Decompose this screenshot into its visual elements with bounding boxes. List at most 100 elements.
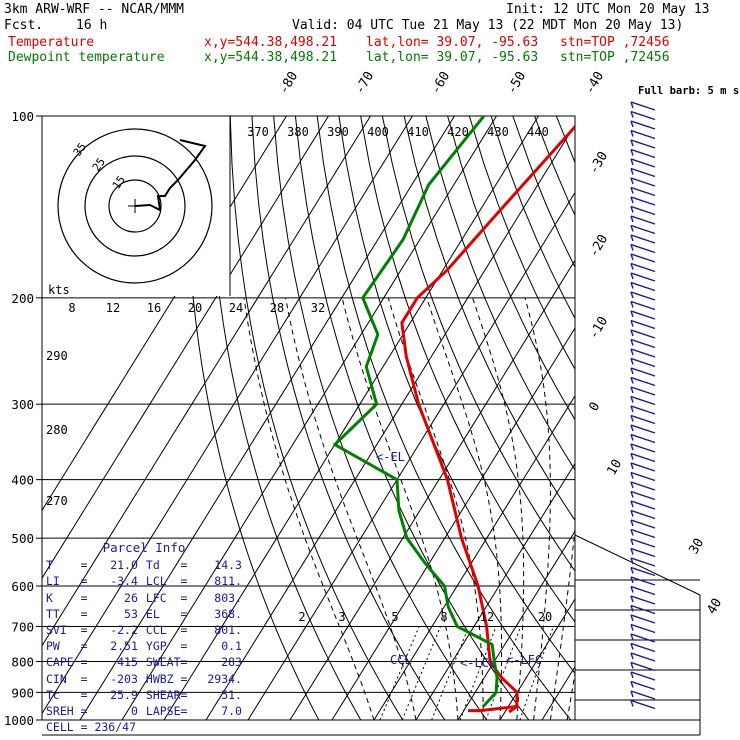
wind-barb xyxy=(630,642,656,653)
theta-label: 380 xyxy=(287,125,309,139)
wind-barb-flag xyxy=(630,510,634,517)
pressure-label: 800 xyxy=(11,654,34,669)
wind-barb-flag xyxy=(630,624,634,631)
parcel-label: T = xyxy=(46,558,88,573)
wind-barb-flag xyxy=(630,396,634,403)
wind-barb xyxy=(630,604,656,615)
mixing-ratio-label: 3 xyxy=(338,610,345,624)
wind-barb-flag xyxy=(630,158,634,166)
parcel-value: -3.4 xyxy=(110,574,138,589)
wind-barb-flag xyxy=(630,415,634,422)
isotherm xyxy=(415,462,575,721)
wind-barb-flag xyxy=(630,643,634,650)
wind-barb-flag xyxy=(630,177,634,185)
moist-adiabat xyxy=(472,297,525,721)
wind-barb-flag xyxy=(630,320,634,327)
wind-barb xyxy=(630,538,656,548)
isotherm xyxy=(289,259,575,721)
wind-barb-flag xyxy=(630,348,634,356)
wind-barb-flag xyxy=(630,310,634,318)
isotherm xyxy=(42,116,371,647)
wind-barb xyxy=(630,557,656,567)
moist-adiabat xyxy=(566,670,575,721)
wind-barbs xyxy=(630,101,656,710)
wind-barb-flag xyxy=(630,301,634,308)
parcel-level-label: CCL xyxy=(390,653,412,667)
hodograph-trace xyxy=(134,139,207,212)
parcel-label: LCL = xyxy=(145,574,188,589)
parcel-info-title: Parcel Info xyxy=(102,540,186,555)
wind-barb xyxy=(630,471,656,482)
wind-barb xyxy=(630,186,656,197)
wind-barb xyxy=(630,405,656,415)
pressure-label: 900 xyxy=(11,685,34,700)
parcel-row: T = 21.0 Td = 14.3 xyxy=(46,557,242,573)
wind-barb xyxy=(630,253,656,263)
wind-barb-flag xyxy=(630,614,634,622)
wind-barb xyxy=(630,139,656,149)
wind-barb-flag xyxy=(630,453,634,460)
wind-barb xyxy=(630,120,656,130)
dry-adiabat xyxy=(207,116,362,721)
xy-green: x,y=544.38,498.21 xyxy=(204,50,338,65)
wind-barb-flag xyxy=(630,434,634,441)
parcel-value: 25.9 xyxy=(110,687,138,702)
wind-barb-flag xyxy=(630,263,634,270)
pressure-label: 700 xyxy=(11,619,34,634)
wind-barb xyxy=(630,310,656,320)
parcel-label: SREH = xyxy=(46,704,88,719)
wind-barb xyxy=(630,158,656,168)
isotherm-label: -60 xyxy=(428,69,453,97)
mixing-ratio-label: 2 xyxy=(298,610,305,624)
theta-label: 370 xyxy=(247,125,269,139)
wind-barb xyxy=(630,614,656,624)
wind-barb xyxy=(630,129,656,140)
wind-barb xyxy=(630,452,656,463)
init-time: Init: 12 UTC Mon 20 May 13 xyxy=(506,2,710,17)
wind-barb-flag xyxy=(630,443,634,451)
wind-barb xyxy=(630,652,656,662)
wind-barb-flag xyxy=(630,576,634,584)
hodograph-ring xyxy=(108,179,162,233)
wind-barb-flag xyxy=(630,187,634,194)
wind-barb-flag xyxy=(630,215,634,223)
dry-adiabat xyxy=(381,116,575,572)
wind-barb-flag xyxy=(630,149,634,156)
wind-barb xyxy=(630,376,656,387)
parcel-value: 811. xyxy=(214,574,242,589)
wind-barb xyxy=(630,148,656,159)
wind-barb xyxy=(630,167,656,178)
parcel-value: 53 xyxy=(124,606,138,621)
wind-barb-flag xyxy=(630,367,634,375)
wind-barb xyxy=(630,671,656,681)
wind-barb-flag xyxy=(630,272,634,280)
temperature-profile xyxy=(400,124,575,714)
wind-barb-flag xyxy=(630,481,634,489)
isotherm-label: -80 xyxy=(276,69,301,97)
theta-label: 390 xyxy=(327,125,349,139)
wind-barb-flag xyxy=(630,633,634,641)
wind-barb xyxy=(630,319,656,330)
wind-barb-flag xyxy=(630,120,634,128)
wind-barb-flag xyxy=(630,244,634,251)
wind-barb-flag xyxy=(630,253,634,261)
dry-adiabat xyxy=(185,116,320,721)
wind-barb xyxy=(630,243,656,254)
wind-barb xyxy=(630,424,656,434)
wind-barb xyxy=(630,566,656,577)
parcel-info-panel: Parcel Info T = 21.0 Td = 14.3 LI = -3.4 LCL =… xyxy=(46,540,242,736)
moist-adiabat xyxy=(426,297,503,721)
wind-speed-label: 32 xyxy=(311,301,325,315)
wind-barb xyxy=(630,205,656,216)
wind-barb-flag xyxy=(630,405,634,413)
wind-barb-flag xyxy=(630,386,634,394)
wind-barb xyxy=(630,262,656,273)
isotherm xyxy=(42,116,413,715)
hodograph-ring-label: 35 xyxy=(71,140,89,158)
wind-barb xyxy=(630,300,656,311)
isotherm xyxy=(626,116,740,720)
model-title: 3km ARW-WRF -- NCAR/MMM xyxy=(4,2,185,17)
parcel-value: 51. xyxy=(221,687,242,702)
wind-barb xyxy=(630,433,656,444)
